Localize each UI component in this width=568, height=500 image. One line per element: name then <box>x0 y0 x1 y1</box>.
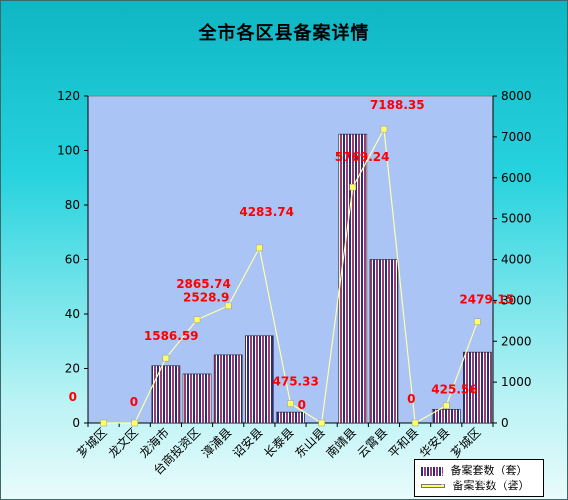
x-axis-category-label: 平和县 <box>386 425 421 460</box>
data-label: 0 <box>407 392 415 406</box>
line-marker <box>131 419 138 427</box>
line-marker <box>287 400 294 407</box>
line-marker <box>380 125 388 133</box>
x-axis-category-label: 芗城区 <box>74 425 109 460</box>
data-label: 0 <box>130 395 138 409</box>
line-marker <box>318 419 325 427</box>
left-axis-tick-label: 20 <box>65 362 80 376</box>
chart-title: 全市各区县备案详情 <box>198 23 370 44</box>
x-axis-category-label: 南靖县 <box>323 425 359 461</box>
left-axis-tick-label: 60 <box>65 253 80 267</box>
legend-swatch-bar <box>421 466 443 476</box>
bar <box>213 354 243 424</box>
line-marker <box>100 419 107 427</box>
legend: 备案套数（套） 备案套数（套） <box>414 459 544 497</box>
legend-item-line: 备案套数（套） <box>421 479 530 493</box>
right-axis-tick-label: 1000 <box>501 375 532 389</box>
watermark: 漳州二手房网 <box>441 473 514 487</box>
right-axis-tick-label: 8000 <box>501 89 532 103</box>
left-axis-tick-label: 40 <box>65 307 80 321</box>
x-axis-category-label: 诏安县 <box>229 425 265 461</box>
data-label: 5769.24 <box>335 150 390 164</box>
bar <box>431 409 461 424</box>
right-axis-tick-label: 2000 <box>501 334 532 348</box>
left-axis-tick-label: 100 <box>57 144 80 158</box>
right-axis-tick-label: 7000 <box>501 130 532 144</box>
left-axis-tick-label: 120 <box>57 89 80 103</box>
line-marker <box>411 419 419 427</box>
x-axis-category-label: 东山县 <box>292 425 327 460</box>
x-axis-category-label: 长泰县 <box>261 425 296 460</box>
bar <box>369 259 399 424</box>
x-axis-category-label: 芗城区 <box>448 425 483 460</box>
line-marker <box>162 354 170 362</box>
bar <box>338 133 368 424</box>
line-marker <box>224 302 232 310</box>
legend-swatch-line <box>421 484 445 488</box>
bar <box>151 365 181 424</box>
legend-label-bar: 备案套数（套） <box>450 464 528 477</box>
bar <box>463 351 492 424</box>
right-axis-tick-label: 0 <box>501 416 509 430</box>
legend-label-line: 备案套数（套） <box>452 479 530 492</box>
data-label: 4283.74 <box>239 205 294 219</box>
bar <box>182 373 212 424</box>
bar <box>276 411 305 424</box>
line-marker <box>443 402 450 409</box>
data-label: 7188.35 <box>370 98 425 112</box>
data-label: 0 <box>69 390 77 404</box>
right-axis-tick-label: 4000 <box>501 253 532 267</box>
legend-item-bar: 备案套数（套） <box>421 464 528 478</box>
data-label: 425.56 <box>431 383 477 397</box>
left-axis-tick-label: 0 <box>72 416 80 430</box>
left-axis-tick-label: 80 <box>65 198 80 212</box>
x-axis-category-label: 漳浦县 <box>198 425 234 461</box>
x-axis-category-label: 云霄县 <box>355 425 390 460</box>
right-axis-tick-label: 5000 <box>501 212 532 226</box>
data-label: 0 <box>298 398 306 412</box>
data-label: 1586.59 <box>144 329 199 343</box>
line-marker <box>349 183 357 191</box>
data-label: 2865.74 <box>176 277 231 291</box>
x-axis-category-label: 龙文区 <box>105 425 141 461</box>
line-marker <box>256 244 263 252</box>
line-marker <box>193 316 201 323</box>
line-marker <box>474 318 481 325</box>
data-label: 475.33 <box>273 375 319 389</box>
x-axis-category-label: 华安县 <box>416 425 452 461</box>
bar <box>245 335 274 424</box>
data-label: 2479.15 <box>459 293 514 307</box>
right-axis-tick-label: 3000 <box>501 293 532 307</box>
right-axis-tick-label: 6000 <box>501 171 532 185</box>
data-label: 2528.9 <box>183 291 229 305</box>
